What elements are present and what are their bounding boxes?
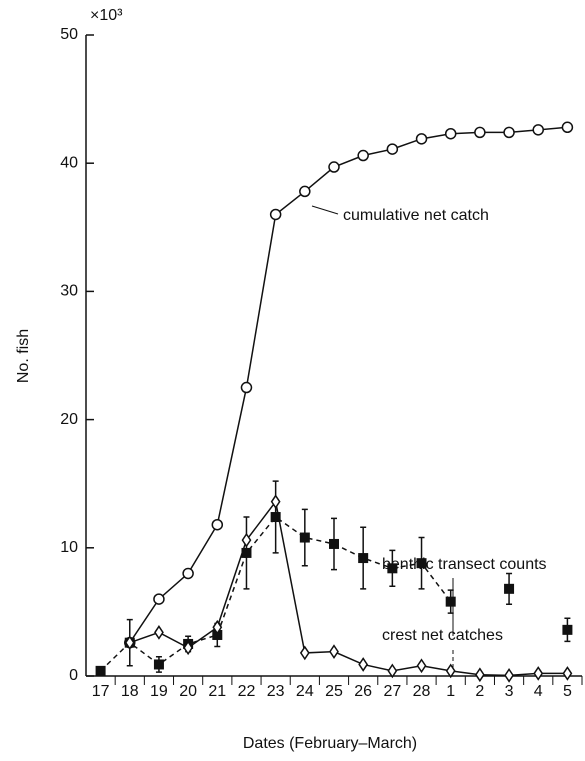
point bbox=[532, 124, 544, 136]
x-tick-label: 27 bbox=[383, 683, 401, 700]
point bbox=[474, 667, 485, 683]
x-tick-label: 17 bbox=[92, 683, 110, 700]
point bbox=[358, 657, 369, 672]
series-label: crest net catches bbox=[382, 627, 503, 644]
y-tick-label: 0 bbox=[69, 667, 78, 684]
series-label: cumulative net catch bbox=[343, 207, 489, 224]
x-tick-label: 23 bbox=[267, 683, 285, 700]
point bbox=[329, 538, 339, 549]
point bbox=[270, 494, 281, 510]
y-axis-label: No. fish bbox=[15, 329, 32, 383]
x-tick-label: 18 bbox=[121, 683, 139, 700]
x-tick-label: 26 bbox=[354, 683, 372, 700]
point bbox=[269, 208, 282, 221]
x-tick-label: 19 bbox=[150, 683, 168, 700]
point bbox=[153, 659, 164, 670]
point bbox=[299, 645, 310, 661]
point bbox=[561, 121, 574, 134]
point bbox=[124, 635, 135, 651]
point bbox=[504, 583, 515, 594]
series-line bbox=[129, 499, 568, 677]
point bbox=[416, 558, 427, 569]
x-tick-label: 24 bbox=[296, 683, 314, 700]
point bbox=[474, 126, 486, 139]
point bbox=[95, 665, 106, 676]
point bbox=[533, 666, 544, 681]
point bbox=[270, 512, 281, 523]
point bbox=[387, 563, 398, 574]
point bbox=[386, 143, 399, 155]
point bbox=[416, 658, 427, 674]
x-tick-label: 5 bbox=[563, 683, 572, 700]
x-tick-label: 20 bbox=[179, 683, 197, 700]
x-tick-label: 1 bbox=[446, 683, 455, 700]
y-tick-label: 30 bbox=[60, 283, 78, 300]
series-line bbox=[129, 126, 568, 644]
point bbox=[182, 567, 194, 580]
point bbox=[358, 553, 369, 564]
point bbox=[562, 624, 573, 635]
series-label: benthic transect counts bbox=[382, 556, 547, 573]
x-tick-label: 21 bbox=[208, 683, 226, 700]
point bbox=[504, 668, 514, 683]
point bbox=[444, 127, 457, 140]
x-tick-label: 25 bbox=[325, 683, 343, 700]
point bbox=[211, 518, 224, 531]
point bbox=[212, 619, 223, 635]
x-tick-label: 4 bbox=[534, 683, 543, 700]
x-axis-label: Dates (February–March) bbox=[243, 735, 417, 752]
y-tick-label: 50 bbox=[60, 26, 78, 43]
x-tick-label: 22 bbox=[238, 683, 256, 700]
point bbox=[241, 532, 252, 548]
point bbox=[154, 625, 164, 640]
x-tick-label: 3 bbox=[505, 683, 514, 700]
point bbox=[387, 663, 398, 679]
x-tick-label: 2 bbox=[475, 683, 484, 700]
point bbox=[357, 149, 369, 162]
point bbox=[183, 640, 194, 656]
point bbox=[240, 381, 253, 394]
point bbox=[212, 629, 223, 640]
point bbox=[415, 133, 428, 145]
y-tick-label: 10 bbox=[60, 539, 78, 556]
point bbox=[329, 644, 339, 659]
point bbox=[503, 126, 515, 139]
y-tick-label: 40 bbox=[60, 154, 78, 171]
y-tick-label: 20 bbox=[60, 411, 78, 428]
y-multiplier: ×10³ bbox=[90, 7, 123, 24]
point bbox=[299, 185, 311, 198]
point bbox=[153, 593, 165, 605]
point bbox=[445, 596, 456, 607]
point bbox=[562, 666, 573, 681]
x-tick-label: 28 bbox=[413, 683, 431, 700]
point bbox=[328, 161, 340, 173]
point bbox=[241, 547, 252, 558]
leader bbox=[311, 205, 339, 215]
point bbox=[445, 663, 456, 679]
point bbox=[299, 532, 310, 543]
